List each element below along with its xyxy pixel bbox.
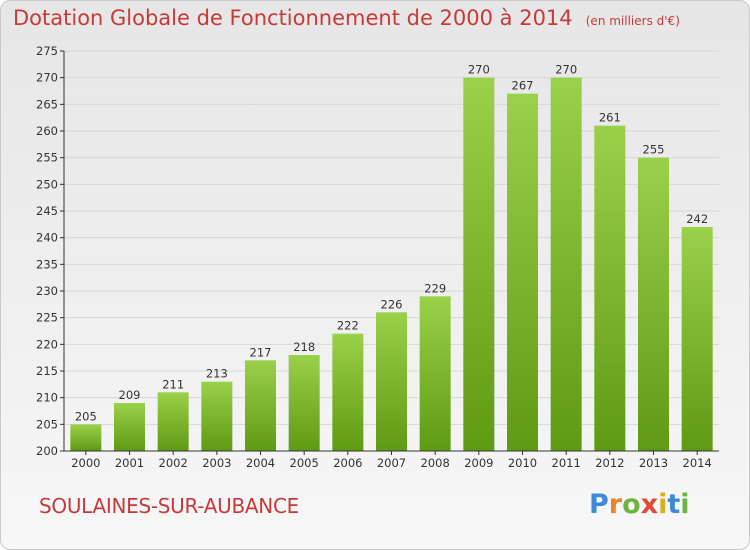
x-tick-label: 2005 (290, 456, 319, 470)
bar (70, 424, 102, 451)
y-tick-label: 265 (36, 97, 58, 111)
x-tick-label: 2001 (115, 456, 144, 470)
x-tick-label: 2008 (421, 456, 450, 470)
bar (638, 157, 669, 451)
data-label: 255 (643, 143, 665, 157)
y-tick-label: 240 (36, 231, 58, 245)
logo-letter: t (667, 489, 681, 520)
data-label: 218 (293, 340, 315, 354)
logo-letter: x (640, 489, 659, 520)
x-tick-label: 2012 (595, 456, 624, 470)
y-tick-label: 270 (36, 71, 58, 85)
chart-subtitle: (en milliers d'€) (585, 14, 680, 28)
y-tick-label: 225 (36, 311, 58, 325)
y-tick-label: 210 (36, 391, 58, 405)
x-tick-label: 2006 (333, 456, 362, 470)
data-label: 205 (75, 409, 97, 423)
bar (594, 125, 626, 452)
y-tick-label: 235 (36, 257, 58, 271)
bar (288, 355, 320, 451)
y-tick-label: 250 (36, 177, 58, 191)
title-row: Dotation Globale de Fonctionnement de 20… (13, 6, 680, 30)
bars: 205 209 211 213 217 218 222 226 229 270 267 270 261 2… (70, 63, 713, 452)
logo-letter: P (589, 489, 609, 520)
x-tick-label: 2009 (464, 456, 493, 470)
data-label: 222 (337, 319, 359, 333)
data-label: 261 (599, 111, 621, 125)
logo-letter: r (608, 489, 623, 520)
data-label: 267 (512, 79, 534, 93)
data-label: 229 (424, 281, 446, 295)
data-label: 209 (119, 388, 141, 402)
bar (507, 93, 538, 452)
y-tick-label: 230 (36, 284, 58, 298)
bar (681, 227, 713, 451)
data-label: 217 (250, 345, 272, 359)
proxiti-logo: Proxiti (589, 489, 690, 520)
x-tick-label: 2007 (377, 456, 406, 470)
x-tick-label: 2010 (508, 456, 537, 470)
chart-title: Dotation Globale de Fonctionnement de 20… (13, 6, 573, 30)
y-tick-label: 205 (36, 417, 58, 431)
data-label: 226 (381, 297, 403, 311)
bar (419, 296, 451, 451)
x-tick-label: 2011 (552, 456, 581, 470)
data-label: 270 (468, 63, 490, 77)
x-tick-label: 2000 (71, 456, 100, 470)
logo-letter: i (680, 489, 690, 520)
x-tick-label: 2014 (683, 456, 712, 470)
x-tick-label: 2004 (246, 456, 275, 470)
bar (157, 392, 189, 451)
bar (550, 77, 582, 452)
y-tick-label: 275 (36, 44, 58, 58)
axes: 200 205 210 215 220 225 230 235 240 245 250 255 260 2… (36, 44, 719, 470)
y-tick-label: 215 (36, 364, 58, 378)
y-tick-label: 260 (36, 124, 58, 138)
bar (463, 77, 495, 452)
data-label: 213 (206, 367, 228, 381)
x-tick-label: 2013 (639, 456, 668, 470)
bar (245, 360, 276, 451)
data-label: 211 (162, 377, 184, 391)
y-tick-label: 200 (36, 444, 58, 458)
bar (376, 312, 407, 451)
bar (114, 403, 145, 451)
y-tick-label: 255 (36, 151, 58, 165)
data-label: 242 (686, 212, 708, 226)
x-tick-label: 2003 (202, 456, 231, 470)
x-tick-label: 2002 (159, 456, 188, 470)
commune-name: SOULAINES-SUR-AUBANCE (39, 494, 299, 518)
bar (332, 333, 364, 451)
y-tick-label: 245 (36, 204, 58, 218)
logo-letter: i (658, 489, 668, 520)
logo-letter: o (622, 489, 641, 520)
bar (201, 381, 233, 451)
y-tick-label: 220 (36, 337, 58, 351)
data-label: 270 (555, 63, 577, 77)
